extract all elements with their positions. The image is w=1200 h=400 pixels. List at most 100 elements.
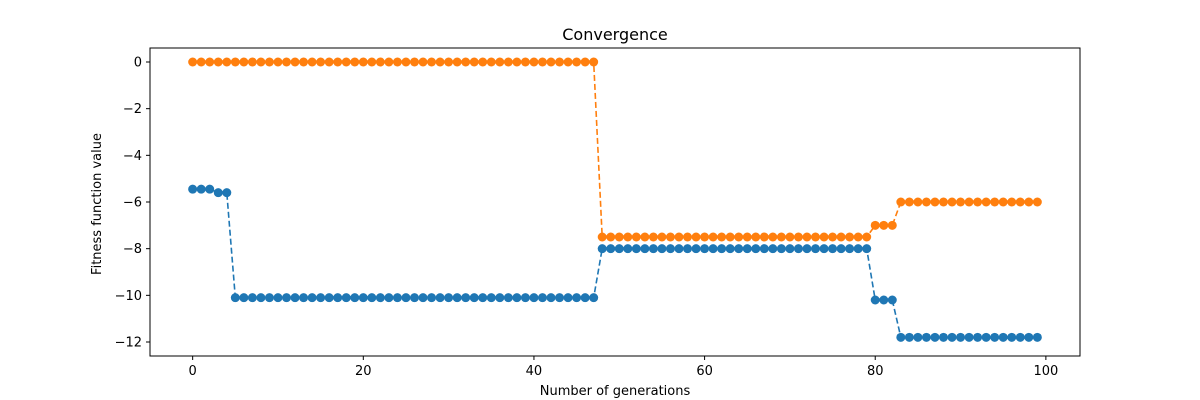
- series-1-point: [401, 293, 411, 303]
- series-1-point: [648, 244, 658, 254]
- series-2-point: [623, 232, 633, 242]
- series-1-point: [734, 244, 744, 254]
- series-1-point: [213, 188, 223, 198]
- series-1-point: [273, 293, 283, 303]
- series-2-point: [418, 57, 428, 67]
- y-tick-label: −6: [123, 196, 142, 211]
- series-1-point: [1024, 332, 1034, 342]
- series-1-point: [998, 332, 1008, 342]
- series-layer: [188, 57, 1042, 342]
- series-1-point: [358, 293, 368, 303]
- series-1-point: [188, 184, 198, 194]
- series-1-point: [768, 244, 778, 254]
- series-1-point: [776, 244, 786, 254]
- series-2-point: [665, 232, 675, 242]
- series-1-point: [230, 293, 240, 303]
- series-2-point: [700, 232, 710, 242]
- series-2-point: [1015, 197, 1025, 207]
- series-1-point: [742, 244, 752, 254]
- series-1-point: [341, 293, 351, 303]
- series-1-point: [938, 332, 948, 342]
- series-2-point: [648, 232, 658, 242]
- series-2-point: [563, 57, 573, 67]
- series-2-point: [708, 232, 718, 242]
- series-1-point: [392, 293, 402, 303]
- series-2-point: [717, 232, 727, 242]
- series-2-point: [930, 197, 940, 207]
- series-1-point: [375, 293, 385, 303]
- series-1-point: [546, 293, 556, 303]
- series-2-point: [333, 57, 343, 67]
- series-1-point: [913, 332, 923, 342]
- series-2-point: [452, 57, 462, 67]
- series-1-point: [964, 332, 974, 342]
- x-tick-label: 80: [867, 364, 884, 379]
- series-2-point: [213, 57, 223, 67]
- series-2-point: [264, 57, 274, 67]
- series-1-point: [597, 244, 607, 254]
- series-1-point: [205, 184, 215, 194]
- series-2-point: [870, 220, 880, 230]
- series-2-point: [299, 57, 309, 67]
- x-tick-label: 100: [1033, 364, 1058, 379]
- series-2-point: [1007, 197, 1017, 207]
- series-1-point: [350, 293, 360, 303]
- series-2-point: [734, 232, 744, 242]
- series-1-point: [410, 293, 419, 303]
- series-1-point: [828, 244, 838, 254]
- series-2-point: [845, 232, 855, 242]
- series-1-point: [316, 293, 326, 303]
- series-1-point: [870, 295, 880, 305]
- series-1-point: [444, 293, 454, 303]
- series-1-point: [418, 293, 428, 303]
- series-1-point: [674, 244, 684, 254]
- series-2-point: [785, 232, 795, 242]
- series-1-point: [845, 244, 855, 254]
- series-2-point: [597, 232, 607, 242]
- series-1-point: [529, 293, 539, 303]
- series-1-point: [862, 244, 872, 254]
- x-tick-label: 20: [355, 364, 372, 379]
- series-2-point: [580, 57, 590, 67]
- y-axis-label: Fitness function value: [90, 133, 105, 275]
- series-1-point: [555, 293, 565, 303]
- series-2-point: [247, 57, 257, 67]
- series-2-point: [188, 57, 198, 67]
- series-2-point: [589, 57, 599, 67]
- series-1-point: [1007, 332, 1017, 342]
- series-1-point: [469, 293, 479, 303]
- series-2-point: [555, 57, 565, 67]
- series-1-point: [640, 244, 650, 254]
- series-2-point: [614, 232, 624, 242]
- series-2-point: [836, 232, 846, 242]
- series-1-point: [725, 244, 735, 254]
- series-1-point: [973, 332, 983, 342]
- series-2-point: [461, 57, 471, 67]
- series-2-point: [512, 57, 522, 67]
- series-2-point: [384, 57, 394, 67]
- series-2-point: [486, 57, 496, 67]
- series-1-point: [606, 244, 616, 254]
- series-2-point: [410, 57, 419, 67]
- series-1-point: [486, 293, 496, 303]
- series-1-point: [495, 293, 505, 303]
- series-1-point: [589, 293, 599, 303]
- series-1-point: [503, 293, 513, 303]
- series-1-point: [853, 244, 863, 254]
- series-2-point: [938, 197, 948, 207]
- series-2-point: [205, 57, 215, 67]
- series-1-point: [921, 332, 931, 342]
- series-1-point: [435, 293, 445, 303]
- series-1-point: [580, 293, 590, 303]
- series-1-point: [1032, 332, 1042, 342]
- series-1-point: [384, 293, 394, 303]
- series-1-point: [700, 244, 710, 254]
- series-2-point: [751, 232, 761, 242]
- series-2-point: [759, 232, 769, 242]
- series-1-point: [264, 293, 274, 303]
- series-2-point: [307, 57, 317, 67]
- series-1-point: [665, 244, 675, 254]
- x-axis-label: Number of generations: [540, 384, 691, 399]
- series-2-point: [196, 57, 206, 67]
- series-2-point: [998, 197, 1008, 207]
